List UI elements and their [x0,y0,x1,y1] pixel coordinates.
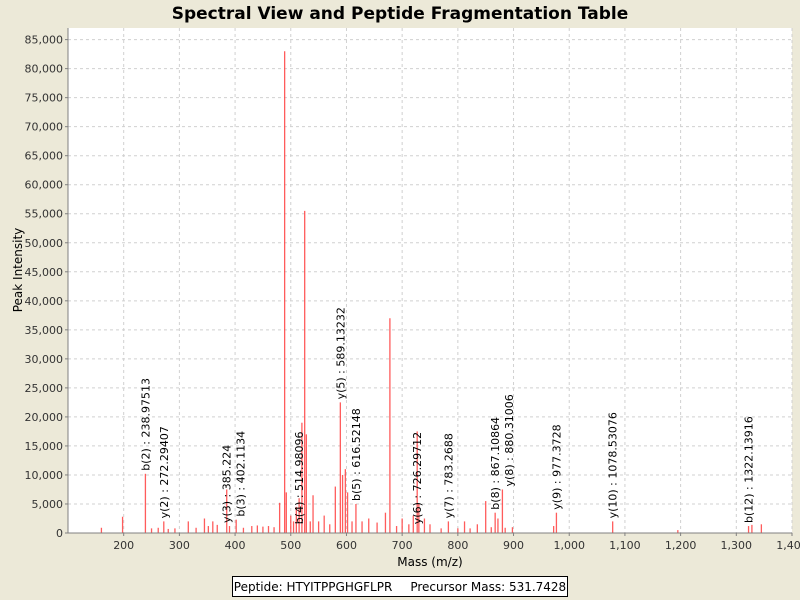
peak-annotation: b(4) : 514.98096 [293,431,306,524]
y-tick-label: 65,000 [25,150,64,163]
x-tick-label: 1,300 [721,539,753,552]
peak-annotation: y(9) : 977.3728 [550,424,563,509]
y-tick-label: 10,000 [25,469,64,482]
y-tick-label: 55,000 [25,208,64,221]
x-tick-label: 400 [225,539,246,552]
x-tick-label: 200 [113,539,134,552]
peak-annotation: b(12) : 1322.13916 [743,416,756,523]
plot-area [68,28,792,533]
peak-annotation: y(10) : 1078.53076 [607,412,620,518]
y-tick-label: 5,000 [32,498,64,511]
y-tick-label: 15,000 [25,440,64,453]
peak-annotation: y(2) : 272.29407 [158,426,171,518]
legend-box: Peptide: HTYITPPGHGFLPR Precursor Mass: … [232,576,568,597]
x-tick-label: 1,200 [665,539,697,552]
y-tick-label: 40,000 [25,295,64,308]
y-tick-label: 75,000 [25,92,64,105]
peak-annotation: y(3) : 385.224 [221,445,234,523]
x-tick-label: 800 [447,539,468,552]
y-tick-label: 80,000 [25,63,64,76]
y-tick-label: 45,000 [25,266,64,279]
x-tick-label: 500 [280,539,301,552]
x-tick-label: 700 [392,539,413,552]
x-tick-label: 1,400 [776,539,800,552]
y-tick-label: 0 [56,527,63,540]
peak-annotation: y(5) : 589.13232 [334,307,347,399]
y-tick-label: 20,000 [25,411,64,424]
x-tick-label: 300 [169,539,190,552]
y-tick-label: 70,000 [25,121,64,134]
y-tick-label: 25,000 [25,382,64,395]
y-tick-label: 50,000 [25,237,64,250]
y-tick-label: 85,000 [25,34,64,47]
peak-annotation: b(3) : 402.1134 [235,431,248,517]
peak-annotation: b(5) : 616.52148 [350,408,363,501]
peptide-label: Peptide: HTYITPPGHGFLPR [233,579,393,594]
chart-title: Spectral View and Peptide Fragmentation … [172,4,629,24]
peak-annotation: b(2) : 238.97513 [139,378,152,471]
y-tick-label: 35,000 [25,324,64,337]
x-axis-label: Mass (m/z) [397,555,462,569]
precursor-mass-label: Precursor Mass: 531.7428 [410,579,567,594]
x-tick-label: 1,000 [553,539,585,552]
x-tick-label: 1,100 [609,539,641,552]
peak-annotation: y(7) : 783.2688 [442,433,455,518]
peak-annotation: y(8) : 880.31006 [503,394,516,486]
peak-annotation: b(8) : 867.10864 [489,417,502,510]
y-axis-label: Peak Intensity [11,228,25,313]
x-tick-label: 900 [503,539,524,552]
peak-annotation: y(6) : 726.29712 [411,432,424,524]
y-tick-label: 30,000 [25,353,64,366]
y-tick-label: 60,000 [25,179,64,192]
x-tick-label: 600 [336,539,357,552]
